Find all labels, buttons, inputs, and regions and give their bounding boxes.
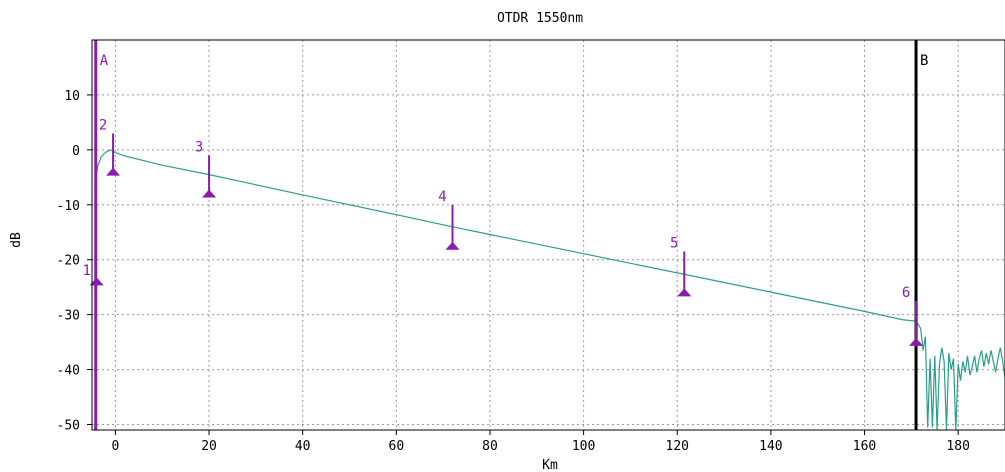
x-tick-label: 60 <box>389 439 405 454</box>
y-tick-label: 10 <box>64 89 80 104</box>
y-tick-label: -50 <box>57 419 80 434</box>
x-axis-ticks: 0 20 40 60 80 100 120 140 160 180 <box>111 430 970 454</box>
x-tick-label: 40 <box>295 439 311 454</box>
cursor-label-b: B <box>920 53 928 69</box>
x-tick-label: 0 <box>111 439 119 454</box>
trace-line <box>94 149 1005 431</box>
event-marker-layer: 1 2 3 4 5 6 <box>82 117 924 346</box>
x-tick-label: 160 <box>853 439 876 454</box>
event-marker-label-1: 1 <box>82 263 90 279</box>
y-axis-label: dB <box>9 232 24 248</box>
cursor-label-a: A <box>100 53 109 69</box>
chart-title: OTDR 1550nm <box>497 11 583 26</box>
event-marker-label-6: 6 <box>902 285 910 301</box>
x-tick-label: 180 <box>946 439 969 454</box>
y-axis-ticks: 10 0 -10 -20 -30 -40 -50 <box>57 89 92 434</box>
event-marker-triangle-2 <box>106 167 121 176</box>
y-tick-label: -30 <box>57 309 80 324</box>
x-axis-label: Km <box>542 458 558 472</box>
event-marker-label-3: 3 <box>195 139 203 155</box>
event-marker-label-5: 5 <box>670 235 678 251</box>
grid-lines <box>92 40 1005 430</box>
x-tick-label: 20 <box>201 439 217 454</box>
event-marker-triangle-5 <box>677 288 692 297</box>
y-tick-label: -40 <box>57 364 80 379</box>
y-tick-label: 0 <box>72 144 80 159</box>
x-tick-label: 100 <box>572 439 595 454</box>
event-marker-triangle-3 <box>202 189 217 198</box>
event-marker-triangle-6 <box>909 337 924 346</box>
event-marker-triangle-1 <box>89 277 104 286</box>
event-marker-label-2: 2 <box>99 117 107 133</box>
x-tick-label: 120 <box>666 439 689 454</box>
plot-frame <box>91 39 1005 431</box>
x-tick-label: 140 <box>759 439 782 454</box>
x-tick-label: 80 <box>482 439 498 454</box>
event-marker-label-4: 4 <box>438 189 446 205</box>
trace-layer <box>94 149 1005 431</box>
event-marker-triangle-4 <box>445 241 460 250</box>
y-tick-label: -20 <box>57 254 80 269</box>
y-tick-label: -10 <box>57 199 80 214</box>
